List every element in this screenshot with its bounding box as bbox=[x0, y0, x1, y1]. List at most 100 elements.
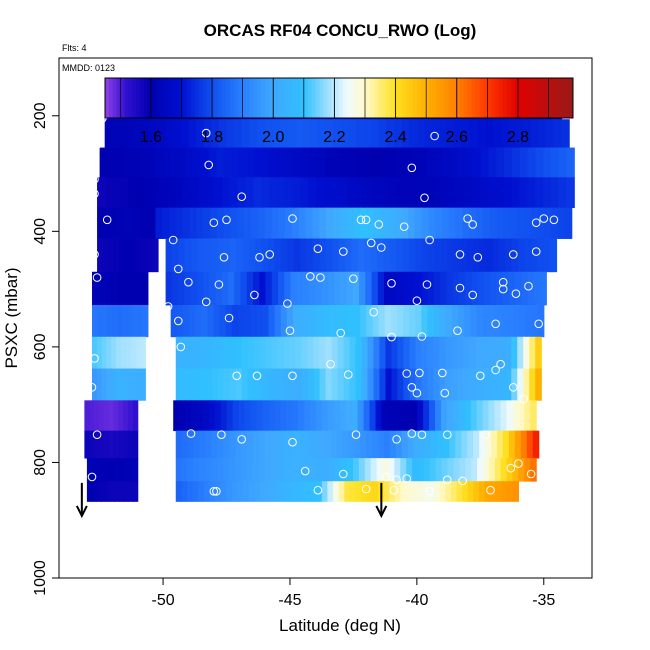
heatmap-cell bbox=[518, 400, 525, 432]
heatmap-cell bbox=[255, 238, 263, 273]
heatmap-cell bbox=[369, 400, 377, 432]
heatmap-cell bbox=[310, 400, 317, 432]
heatmap-cell bbox=[282, 430, 290, 459]
heatmap-cell bbox=[439, 305, 447, 338]
heatmap-cell bbox=[192, 147, 202, 178]
colorbar-swatch bbox=[245, 78, 250, 118]
heatmap-cell bbox=[196, 207, 204, 239]
heatmap-cell bbox=[485, 119, 494, 148]
heatmap-cell bbox=[512, 400, 519, 432]
colorbar-swatch bbox=[483, 78, 488, 118]
heatmap-cell bbox=[416, 119, 426, 148]
heatmap-cell bbox=[332, 207, 341, 239]
heatmap-cell bbox=[467, 430, 474, 459]
heatmap-cell bbox=[527, 147, 536, 178]
colorbar-swatch bbox=[206, 78, 211, 118]
heatmap-cell bbox=[232, 400, 240, 432]
x-tick-label: -50 bbox=[151, 592, 174, 609]
colorbar-swatch bbox=[272, 78, 278, 118]
mmdd-label: MMDD: 0123 bbox=[62, 63, 115, 73]
colorbar-swatch bbox=[140, 78, 145, 118]
heatmap-cell bbox=[473, 238, 481, 273]
heatmap-cell bbox=[259, 368, 267, 401]
heatmap-cell bbox=[100, 481, 106, 502]
colorbar-swatch bbox=[163, 78, 168, 118]
heatmap-cell bbox=[506, 400, 513, 432]
colorbar-swatch bbox=[303, 78, 309, 118]
heatmap-cell bbox=[465, 458, 472, 482]
data-point-marker bbox=[250, 290, 259, 300]
heatmap-cell bbox=[307, 368, 315, 401]
heatmap-cell bbox=[246, 458, 254, 482]
heatmap-cell bbox=[366, 481, 373, 502]
heatmap-cell bbox=[355, 336, 363, 369]
heatmap-cell bbox=[411, 400, 418, 432]
heatmap-cell bbox=[502, 271, 510, 306]
heatmap-cell bbox=[265, 336, 273, 369]
heatmap-cell bbox=[323, 305, 331, 338]
heatmap-cell bbox=[291, 207, 300, 239]
heatmap-cell bbox=[505, 368, 512, 401]
heatmap-cell bbox=[471, 458, 478, 482]
heatmap-cell bbox=[427, 271, 435, 306]
heatmap-cell bbox=[191, 400, 198, 432]
x-tick-label: -40 bbox=[405, 592, 428, 609]
colorbar-swatch bbox=[190, 78, 196, 118]
heatmap-cell bbox=[256, 119, 266, 148]
heatmap-cell bbox=[86, 481, 93, 502]
heatmap-cell bbox=[417, 400, 424, 432]
heatmap-cell bbox=[125, 336, 132, 369]
heatmap-cell bbox=[379, 147, 389, 178]
heatmap-cell bbox=[513, 305, 520, 338]
heatmap-cell bbox=[231, 481, 239, 502]
heatmap-cell bbox=[361, 368, 369, 401]
colorbar-swatch bbox=[280, 78, 285, 118]
heatmap-cell bbox=[397, 336, 405, 369]
colorbar-swatch bbox=[413, 78, 418, 118]
heatmap-cell bbox=[105, 481, 111, 502]
data-point-marker bbox=[97, 114, 107, 123]
heatmap-cell bbox=[447, 458, 455, 482]
heatmap-cell bbox=[274, 238, 282, 273]
heatmap-cell bbox=[494, 400, 502, 432]
heatmap-cell bbox=[473, 147, 482, 178]
heatmap-cell bbox=[157, 119, 167, 148]
heatmap-cell bbox=[217, 336, 225, 369]
heatmap-cell bbox=[216, 207, 225, 239]
heatmap-cell bbox=[365, 271, 373, 306]
heatmap-cell bbox=[394, 458, 401, 482]
heatmap-cell bbox=[455, 430, 462, 459]
heatmap-cell bbox=[375, 400, 383, 432]
heatmap-cell bbox=[530, 400, 537, 432]
heatmap-cell bbox=[180, 119, 190, 148]
heatmap-cell bbox=[400, 481, 407, 502]
heatmap-cell bbox=[317, 147, 326, 178]
heatmap-cell bbox=[377, 271, 385, 306]
colorbar-swatch bbox=[186, 78, 192, 118]
heatmap-cell bbox=[117, 271, 124, 306]
data-point-marker bbox=[534, 319, 544, 329]
heatmap-cell bbox=[226, 119, 235, 148]
data-point-marker bbox=[349, 274, 358, 284]
colorbar-swatch bbox=[128, 78, 133, 118]
heatmap-cell bbox=[96, 336, 103, 369]
heatmap-cell bbox=[484, 481, 491, 502]
heatmap-cell bbox=[340, 119, 349, 148]
y-axis-label: PSXC (mbar) bbox=[2, 267, 21, 368]
heatmap-cell bbox=[276, 430, 284, 459]
colorbar-swatch bbox=[374, 78, 379, 118]
heatmap-cell bbox=[394, 207, 402, 239]
heatmap-cell bbox=[175, 368, 183, 401]
heatmap-cell bbox=[477, 271, 485, 306]
heatmap-cell bbox=[295, 368, 303, 401]
heatmap-cell bbox=[92, 271, 98, 306]
data-point-marker bbox=[402, 369, 412, 378]
heatmap-cell bbox=[98, 400, 105, 432]
heatmap-cell bbox=[378, 119, 388, 148]
colorbar-swatch bbox=[459, 78, 465, 118]
heatmap-cell bbox=[379, 336, 387, 369]
heatmap-cell bbox=[240, 271, 248, 306]
heatmap-cell bbox=[92, 336, 98, 369]
heatmap-cell bbox=[517, 207, 525, 239]
heatmap-cell bbox=[263, 147, 272, 178]
